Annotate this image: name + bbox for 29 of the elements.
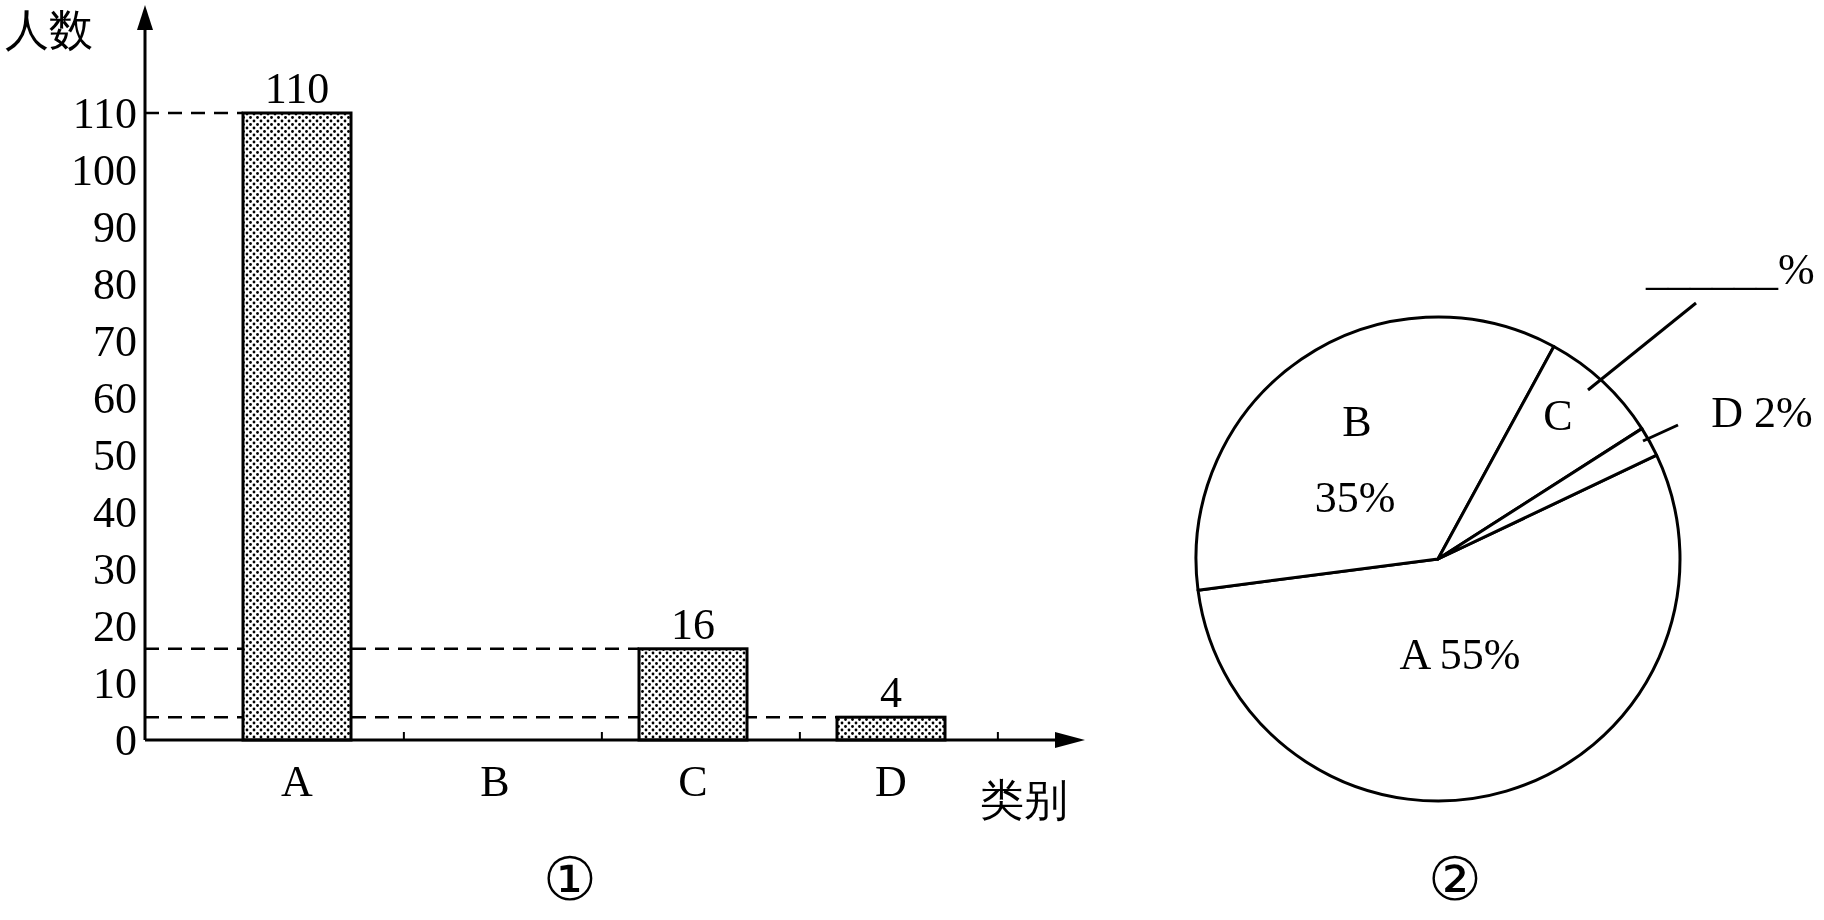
data-label: 16 <box>671 599 715 649</box>
text: ② <box>1428 847 1482 913</box>
slice-label: B <box>1342 397 1372 446</box>
y-tick-label: 0 <box>115 715 137 765</box>
y-tick-label: 90 <box>93 202 137 252</box>
x-tick-label: A <box>281 757 314 806</box>
slice-label: C <box>1543 391 1573 440</box>
x-tick-label: D <box>875 757 907 806</box>
y-tick-label: 30 <box>93 544 137 594</box>
y-tick-label: 60 <box>93 373 137 423</box>
text: ① <box>543 847 597 913</box>
data-label: 35% <box>1314 473 1396 522</box>
y-tick-label: 20 <box>93 601 137 651</box>
data-label: 4 <box>880 668 902 718</box>
y-axis-title: 人数 <box>5 6 93 55</box>
y-tick-label: 110 <box>72 88 137 138</box>
y-tick-label: 100 <box>71 145 137 195</box>
slice-label: D 2% <box>1711 388 1813 437</box>
slice-label: A 55% <box>1399 630 1521 679</box>
y-tick-label: 70 <box>93 316 137 366</box>
x-tick-label: C <box>678 757 708 806</box>
y-tick-label: 10 <box>93 658 137 708</box>
y-tick-label: 50 <box>93 430 137 480</box>
text: ______% <box>1645 245 1815 294</box>
y-tick-label: 40 <box>93 487 137 537</box>
x-axis-title: 类别 <box>980 776 1068 825</box>
x-tick-label: B <box>480 757 510 806</box>
data-label: 110 <box>264 64 330 113</box>
y-tick-label: 80 <box>93 259 137 309</box>
